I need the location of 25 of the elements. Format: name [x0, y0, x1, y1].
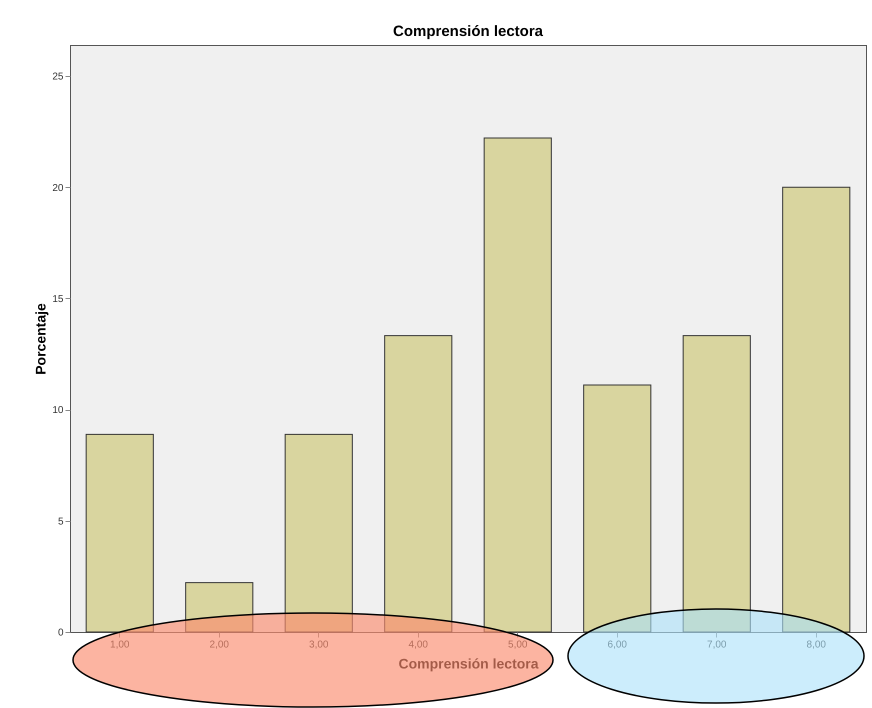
bar: [86, 434, 154, 632]
x-tick-label: 2,00: [210, 640, 230, 650]
y-axis-title: Porcentaje: [32, 302, 48, 375]
x-tick-label: 7,00: [707, 640, 727, 650]
y-tick-label: 20: [52, 182, 64, 194]
bar: [484, 137, 552, 632]
y-tick-label: 10: [52, 405, 64, 416]
bar: [185, 582, 254, 632]
bar: [782, 186, 850, 632]
y-tick-label: 15: [52, 294, 64, 305]
chart-title: Comprensión lectora: [392, 23, 544, 40]
bar: [284, 434, 353, 632]
x-tick-label: 3,00: [309, 640, 329, 650]
x-axis-title: Comprensión lectora: [398, 656, 539, 672]
x-tick-label: 4,00: [408, 640, 428, 650]
x-tick-label: 8,00: [806, 640, 826, 650]
y-tick-label: 0: [58, 628, 64, 638]
x-tick-label: 6,00: [608, 640, 628, 650]
x-tick-label: 5,00: [508, 640, 528, 650]
bar: [583, 384, 652, 632]
x-tick-label: 1,00: [110, 640, 130, 650]
y-tick-label: 25: [52, 72, 64, 83]
y-tick-label: 5: [58, 516, 64, 528]
bar: [384, 335, 452, 632]
bar: [682, 335, 751, 632]
